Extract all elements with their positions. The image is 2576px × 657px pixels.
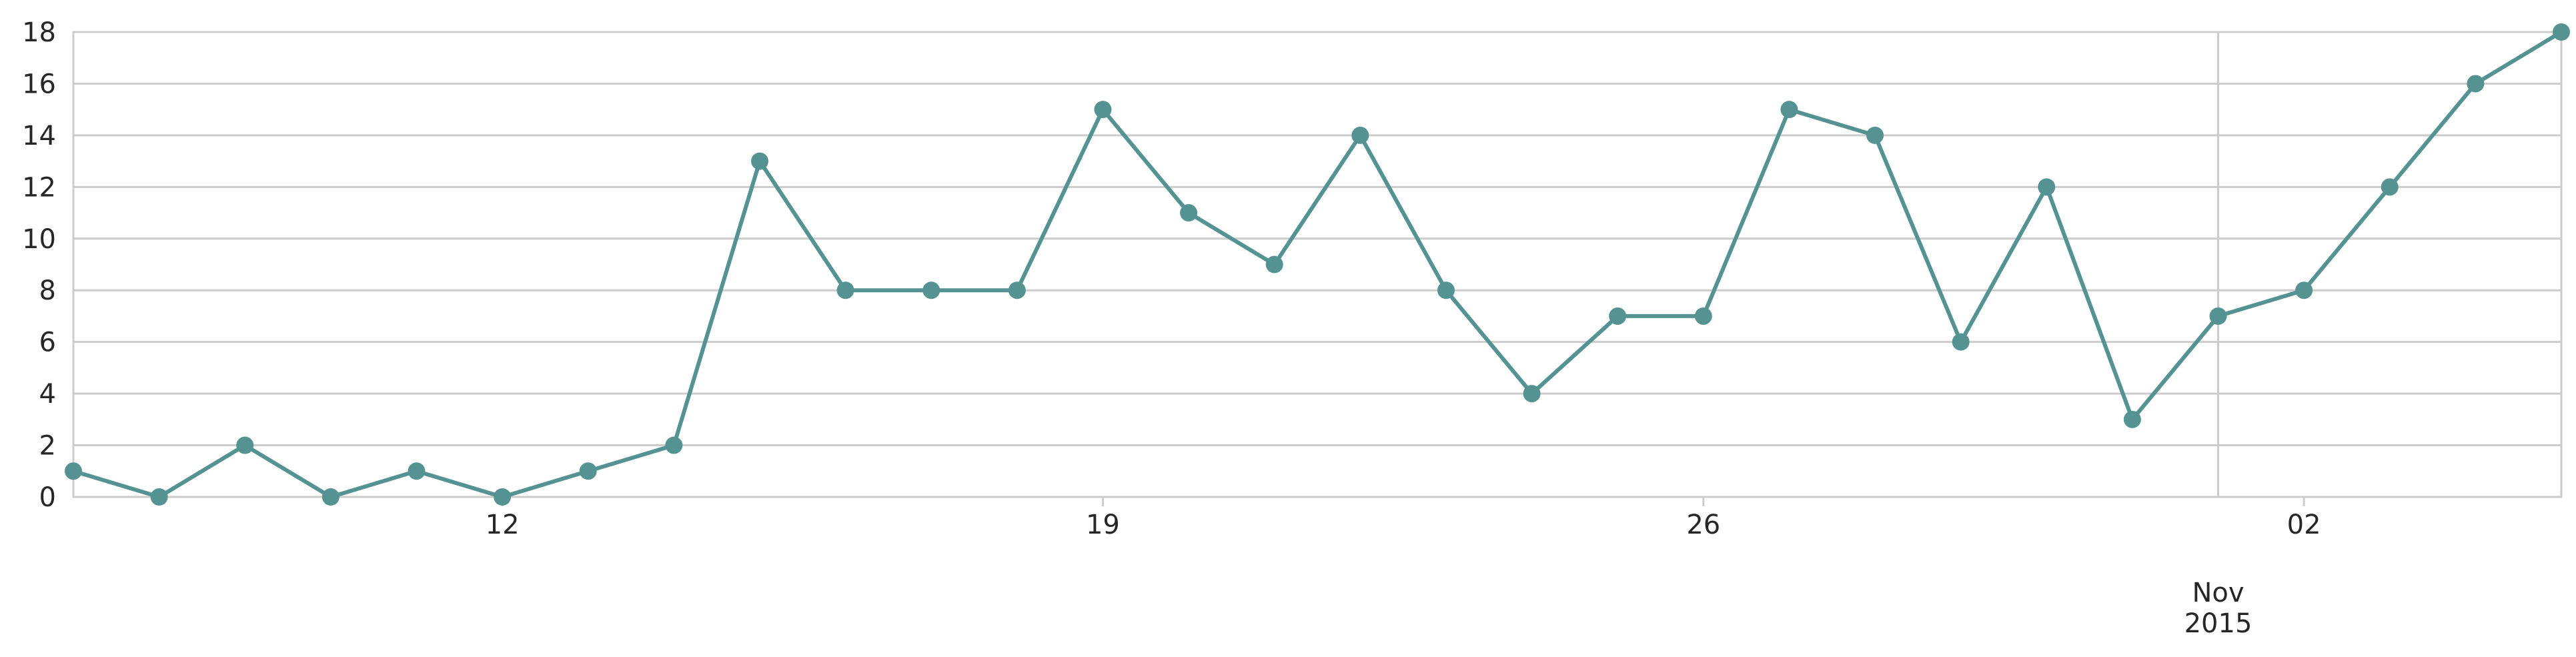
data-point [1609,307,1627,325]
x-tick-label: 19 [1086,510,1120,540]
data-point [2295,281,2313,299]
series-line [71,30,2563,499]
data-point [1265,255,1283,273]
data-point [922,281,940,299]
data-point [2038,178,2056,196]
data-point [1180,204,1198,222]
data-point [494,488,512,506]
y-tick-label: 2 [39,431,56,462]
data-point [2209,307,2227,325]
data-point [1523,385,1541,403]
data-point [1866,126,1884,144]
data-point [579,462,597,480]
data-point [321,488,340,506]
y-tick-label: 16 [22,69,56,99]
data-point [2123,410,2141,428]
y-tick-label: 18 [22,17,56,48]
data-point [1694,307,1712,325]
x-major-tick-month: Nov [2192,578,2244,608]
data-point [150,488,168,506]
data-point [1094,101,1112,119]
x-tick-label: 26 [1686,510,1720,540]
y-tick-label: 0 [39,482,56,513]
y-axis: 0 2 4 6 8 10 12 14 16 18 [22,17,56,513]
y-tick-label: 14 [22,121,56,151]
data-point [1351,126,1369,144]
y-tick-label: 12 [22,172,56,203]
x-tick-label: 12 [486,510,520,540]
data-point [665,436,683,454]
y-tick-label: 8 [39,275,56,306]
data-point [236,436,254,454]
y-tick-label: 6 [39,327,56,358]
series-layer [65,23,2570,506]
data-point [1952,333,1970,351]
data-point [2553,23,2570,41]
data-point [836,281,854,299]
data-point [2381,178,2399,196]
y-tick-label: 4 [39,379,56,410]
data-point [65,462,82,480]
plot-frame [72,31,2563,498]
data-point [1780,101,1798,119]
data-point [408,462,426,480]
data-point [1008,281,1026,299]
data-point [2467,75,2485,93]
data-point [750,152,768,170]
x-major-tick-year: 2015 [2184,608,2252,639]
data-point [1437,281,1455,299]
grid-lines [73,31,2561,498]
y-tick-label: 10 [22,224,56,255]
x-tick-label: 02 [2287,510,2321,540]
